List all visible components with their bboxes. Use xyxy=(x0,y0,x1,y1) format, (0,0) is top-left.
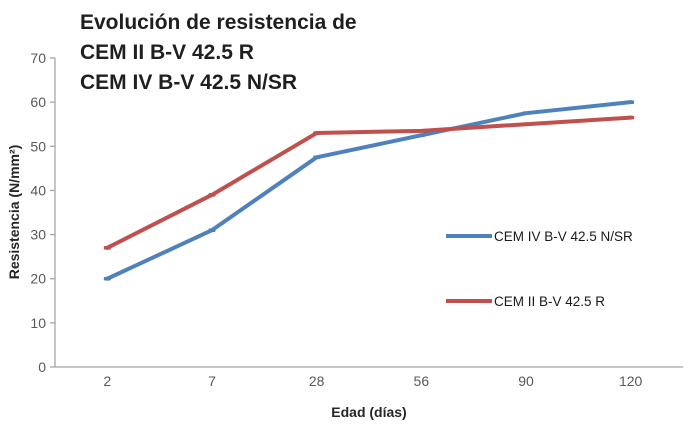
series-line-0 xyxy=(105,100,633,281)
data-point-marker-1-5 xyxy=(627,115,635,120)
chart-title-line3: CEM IV B-V 42.5 N/SR xyxy=(80,71,298,94)
legend-item-cem-ii: CEM II B-V 42.5 R xyxy=(446,292,605,310)
data-point-marker-1-2 xyxy=(313,131,321,135)
y-tick-label: 20 xyxy=(30,271,46,287)
legend-line-swatch-blue xyxy=(446,234,492,238)
data-point-marker-1-0 xyxy=(103,246,111,250)
x-tick-label: 28 xyxy=(309,373,325,389)
legend-label-cem-ii: CEM II B-V 42.5 R xyxy=(494,293,606,309)
y-tick-label: 50 xyxy=(30,138,46,154)
data-point-marker-0-1 xyxy=(208,228,216,232)
chart-title-line2: CEM II B-V 42.5 R xyxy=(80,41,254,64)
x-tick-label: 7 xyxy=(208,373,216,389)
y-tick-label: 70 xyxy=(30,50,46,66)
y-tick-label: 60 xyxy=(30,94,46,110)
data-point-marker-1-1 xyxy=(208,193,216,197)
x-tick-label: 56 xyxy=(414,373,430,389)
legend-item-cem-iv: CEM IV B-V 42.5 N/SR xyxy=(446,227,633,245)
data-point-marker-0-2 xyxy=(313,155,321,160)
y-tick-label: 0 xyxy=(38,359,46,375)
data-point-marker-1-4 xyxy=(522,122,530,127)
x-tick-label: 2 xyxy=(103,373,111,389)
x-axis-title: Edad (días) xyxy=(331,404,407,420)
series-line-1 xyxy=(105,115,633,250)
x-tick-label: 90 xyxy=(518,373,534,389)
chart-title: Evolución de resistencia de CEM II B-V 4… xyxy=(80,8,357,98)
data-point-marker-0-0 xyxy=(103,276,111,281)
y-tick-label: 30 xyxy=(30,227,46,243)
y-tick-label: 10 xyxy=(30,315,46,331)
x-tick-label: 120 xyxy=(619,373,643,389)
data-point-marker-0-4 xyxy=(522,111,530,115)
legend-line-swatch-red xyxy=(446,299,492,303)
chart-title-line1: Evolución de resistencia de xyxy=(80,11,357,34)
data-point-marker-1-3 xyxy=(417,129,425,133)
data-point-marker-0-3 xyxy=(417,133,425,138)
y-tick-label: 40 xyxy=(30,182,46,198)
data-point-marker-0-5 xyxy=(627,100,635,104)
y-axis-title: Resistencia (N/mm²) xyxy=(6,144,22,280)
legend-label-cem-iv: CEM IV B-V 42.5 N/SR xyxy=(494,228,633,244)
